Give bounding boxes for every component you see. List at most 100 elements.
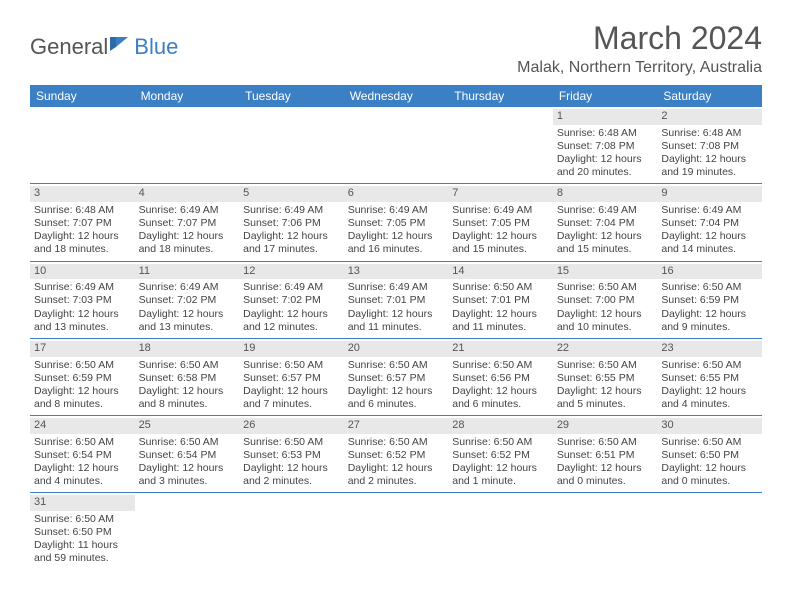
day-number: 25 [135, 418, 240, 434]
day-info-line: and 13 minutes. [139, 321, 236, 334]
day-info-line: Sunrise: 6:50 AM [557, 359, 654, 372]
calendar-day-cell: 22Sunrise: 6:50 AMSunset: 6:55 PMDayligh… [553, 338, 658, 415]
day-info-line: Sunrise: 6:50 AM [243, 436, 340, 449]
day-info-line: Sunrise: 6:49 AM [661, 204, 758, 217]
day-info-line: Sunset: 6:57 PM [243, 372, 340, 385]
day-info-line: Sunset: 7:02 PM [139, 294, 236, 307]
day-info-line: and 59 minutes. [34, 552, 131, 565]
location: Malak, Northern Territory, Australia [517, 59, 762, 77]
calendar-day-cell: 18Sunrise: 6:50 AMSunset: 6:58 PMDayligh… [135, 338, 240, 415]
calendar-day-cell: 2Sunrise: 6:48 AMSunset: 7:08 PMDaylight… [657, 107, 762, 184]
day-info-line: Sunset: 6:50 PM [34, 526, 131, 539]
day-info-line: Daylight: 12 hours [34, 385, 131, 398]
day-info-line: Sunrise: 6:50 AM [34, 513, 131, 526]
day-info-line: Sunset: 7:02 PM [243, 294, 340, 307]
day-info-line: and 4 minutes. [661, 398, 758, 411]
weekday-header-row: Sunday Monday Tuesday Wednesday Thursday… [30, 85, 762, 107]
day-number: 16 [657, 264, 762, 280]
day-info-line: Sunrise: 6:50 AM [452, 281, 549, 294]
day-info-line: and 14 minutes. [661, 243, 758, 256]
day-info-line: Daylight: 12 hours [348, 308, 445, 321]
day-info-line: and 2 minutes. [243, 475, 340, 488]
day-info-line: Sunset: 7:07 PM [34, 217, 131, 230]
day-info-line: and 7 minutes. [243, 398, 340, 411]
day-info-line: Sunrise: 6:49 AM [139, 204, 236, 217]
day-info-line: Daylight: 12 hours [243, 308, 340, 321]
day-info-line: and 11 minutes. [348, 321, 445, 334]
day-info-line: Sunset: 6:55 PM [661, 372, 758, 385]
calendar-week-row: 1Sunrise: 6:48 AMSunset: 7:08 PMDaylight… [30, 107, 762, 184]
day-info-line: Sunrise: 6:49 AM [557, 204, 654, 217]
day-info-line: Daylight: 12 hours [348, 385, 445, 398]
day-number: 15 [553, 264, 658, 280]
day-info-line: Daylight: 12 hours [661, 308, 758, 321]
weekday-header: Thursday [448, 85, 553, 107]
day-number: 9 [657, 186, 762, 202]
day-info-line: Sunset: 6:58 PM [139, 372, 236, 385]
day-info-line: Sunrise: 6:50 AM [661, 359, 758, 372]
calendar-day-cell: 8Sunrise: 6:49 AMSunset: 7:04 PMDaylight… [553, 184, 658, 261]
day-info-line: Sunset: 6:59 PM [661, 294, 758, 307]
day-info-line: and 3 minutes. [139, 475, 236, 488]
day-info-line: Sunrise: 6:49 AM [139, 281, 236, 294]
calendar-day-cell: 13Sunrise: 6:49 AMSunset: 7:01 PMDayligh… [344, 261, 449, 338]
day-info-line: Daylight: 12 hours [139, 462, 236, 475]
calendar-week-row: 10Sunrise: 6:49 AMSunset: 7:03 PMDayligh… [30, 261, 762, 338]
flag-icon [110, 37, 132, 58]
calendar-day-cell: 6Sunrise: 6:49 AMSunset: 7:05 PMDaylight… [344, 184, 449, 261]
day-info-line: Sunset: 7:01 PM [452, 294, 549, 307]
weekday-header: Saturday [657, 85, 762, 107]
day-info-line: Sunrise: 6:50 AM [452, 359, 549, 372]
day-info-line: Sunrise: 6:50 AM [348, 436, 445, 449]
calendar-day-cell: 12Sunrise: 6:49 AMSunset: 7:02 PMDayligh… [239, 261, 344, 338]
day-number: 27 [344, 418, 449, 434]
calendar-day-cell [344, 107, 449, 184]
day-info-line: and 6 minutes. [452, 398, 549, 411]
calendar-day-cell: 17Sunrise: 6:50 AMSunset: 6:59 PMDayligh… [30, 338, 135, 415]
logo-text-blue: Blue [134, 34, 178, 60]
day-info-line: Sunset: 7:03 PM [34, 294, 131, 307]
calendar-day-cell: 28Sunrise: 6:50 AMSunset: 6:52 PMDayligh… [448, 416, 553, 493]
day-number: 31 [30, 495, 135, 511]
day-info-line: Sunset: 6:54 PM [34, 449, 131, 462]
day-number: 23 [657, 341, 762, 357]
day-info-line: and 12 minutes. [243, 321, 340, 334]
day-info-line: and 10 minutes. [557, 321, 654, 334]
header: General Blue March 2024 Malak, Northern … [30, 20, 762, 77]
day-number: 13 [344, 264, 449, 280]
day-info-line: Sunrise: 6:48 AM [34, 204, 131, 217]
day-info-line: Daylight: 12 hours [557, 385, 654, 398]
calendar-week-row: 3Sunrise: 6:48 AMSunset: 7:07 PMDaylight… [30, 184, 762, 261]
day-info-line: Sunrise: 6:50 AM [452, 436, 549, 449]
day-info-line: Sunrise: 6:50 AM [139, 359, 236, 372]
calendar-week-row: 31Sunrise: 6:50 AMSunset: 6:50 PMDayligh… [30, 493, 762, 570]
day-info-line: Sunset: 7:05 PM [348, 217, 445, 230]
day-number: 11 [135, 264, 240, 280]
day-info-line: Sunset: 6:57 PM [348, 372, 445, 385]
day-number: 5 [239, 186, 344, 202]
calendar-day-cell: 3Sunrise: 6:48 AMSunset: 7:07 PMDaylight… [30, 184, 135, 261]
calendar-day-cell: 21Sunrise: 6:50 AMSunset: 6:56 PMDayligh… [448, 338, 553, 415]
day-info-line: Daylight: 12 hours [34, 308, 131, 321]
day-info-line: and 4 minutes. [34, 475, 131, 488]
calendar-day-cell: 4Sunrise: 6:49 AMSunset: 7:07 PMDaylight… [135, 184, 240, 261]
day-info-line: Daylight: 12 hours [452, 308, 549, 321]
weekday-header: Sunday [30, 85, 135, 107]
day-number: 6 [344, 186, 449, 202]
day-number: 12 [239, 264, 344, 280]
day-info-line: and 18 minutes. [34, 243, 131, 256]
calendar-day-cell: 14Sunrise: 6:50 AMSunset: 7:01 PMDayligh… [448, 261, 553, 338]
day-info-line: Sunset: 6:51 PM [557, 449, 654, 462]
day-info-line: Daylight: 12 hours [348, 230, 445, 243]
calendar-week-row: 24Sunrise: 6:50 AMSunset: 6:54 PMDayligh… [30, 416, 762, 493]
calendar-day-cell [30, 107, 135, 184]
day-info-line: and 8 minutes. [139, 398, 236, 411]
day-info-line: Sunset: 6:52 PM [348, 449, 445, 462]
day-number: 10 [30, 264, 135, 280]
calendar-day-cell: 5Sunrise: 6:49 AMSunset: 7:06 PMDaylight… [239, 184, 344, 261]
day-info-line: Sunrise: 6:50 AM [139, 436, 236, 449]
calendar-day-cell: 9Sunrise: 6:49 AMSunset: 7:04 PMDaylight… [657, 184, 762, 261]
day-info-line: Sunset: 7:05 PM [452, 217, 549, 230]
day-info-line: Sunset: 7:04 PM [557, 217, 654, 230]
day-info-line: Sunrise: 6:50 AM [557, 436, 654, 449]
